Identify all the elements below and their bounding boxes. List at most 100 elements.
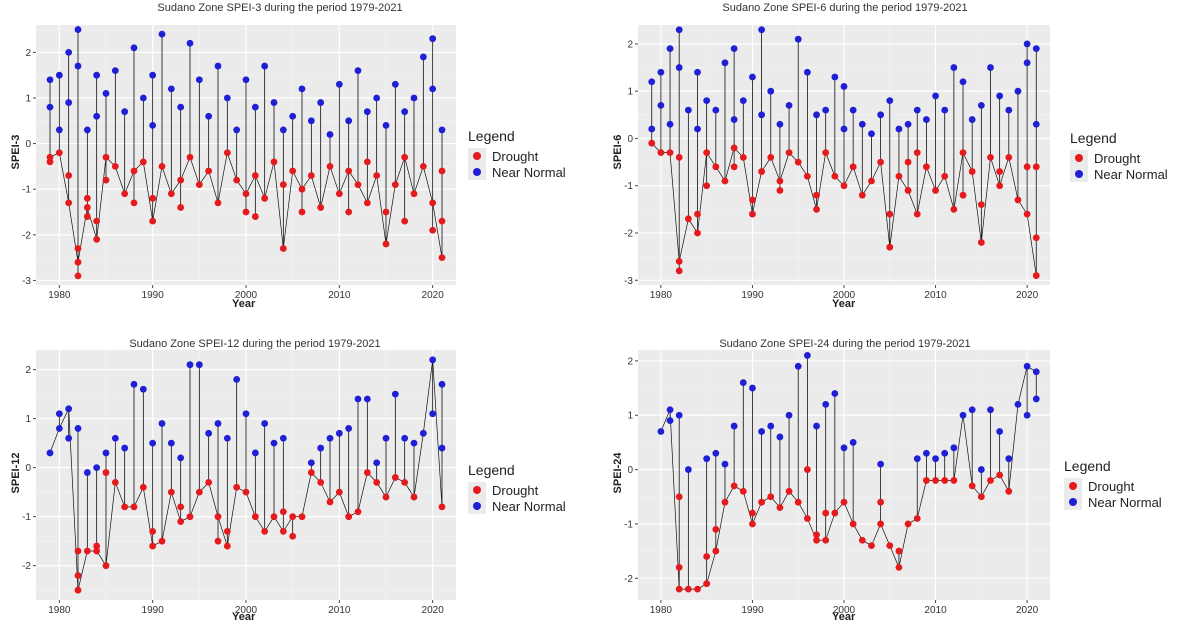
drought-point	[749, 509, 756, 517]
near-normal-point	[868, 130, 875, 138]
drought-point	[74, 586, 82, 594]
drought-point	[429, 199, 437, 207]
drought-point	[363, 469, 371, 476]
near-normal-point	[65, 99, 73, 106]
drought-point	[345, 513, 353, 521]
drought-point	[251, 172, 259, 179]
near-normal-point	[438, 126, 446, 134]
drought-point	[121, 190, 129, 198]
drought-point	[712, 525, 720, 533]
drought-point	[74, 258, 82, 266]
near-normal-point	[177, 103, 185, 111]
near-normal-point	[382, 121, 390, 129]
near-normal-point	[941, 106, 949, 114]
near-normal-point	[65, 405, 73, 413]
y-tick-label: -3	[22, 276, 31, 287]
near-normal-point	[913, 106, 921, 114]
legend: Legend Drought Near Normal	[1070, 130, 1168, 182]
plot-area: 1980 1990 2000 2010 2020 -2 -1 0 1 2	[22, 350, 456, 616]
drought-point	[298, 185, 306, 193]
near-normal-point	[270, 439, 278, 447]
drought-point	[270, 513, 278, 521]
drought-point	[382, 208, 390, 216]
drought-point	[987, 153, 994, 161]
near-normal-point	[776, 120, 784, 128]
legend-title: Legend	[468, 462, 515, 478]
legend-title: Legend	[468, 128, 515, 144]
drought-point	[694, 210, 701, 218]
drought-point	[74, 547, 82, 555]
near-normal-point	[1005, 106, 1013, 114]
drought-point	[307, 172, 315, 179]
chart-title: Sudano Zone SPEI-12 during the period 19…	[129, 338, 381, 350]
drought-point	[703, 553, 711, 560]
drought-point	[703, 580, 711, 588]
near-normal-point	[65, 48, 73, 56]
drought-point	[904, 187, 912, 194]
drought-point	[1014, 196, 1022, 204]
drought-point	[968, 482, 976, 490]
chart-panel-spei24: Sudano Zone SPEI-24 during the period 19…	[600, 312, 1200, 624]
drought-point	[977, 493, 985, 501]
drought-point	[261, 194, 269, 202]
chart-panel-spei12: Sudano Zone SPEI-12 during the period 19…	[0, 312, 600, 624]
drought-point	[242, 190, 250, 198]
legend-item-drought: Drought	[468, 482, 566, 498]
drought-point	[904, 520, 912, 528]
near-normal-point	[186, 39, 194, 47]
drought-point	[895, 172, 903, 180]
near-normal-point	[354, 395, 362, 403]
near-normal-point	[345, 425, 353, 432]
near-normal-point	[840, 444, 848, 452]
drought-point	[326, 163, 334, 170]
drought-point	[93, 547, 101, 555]
chart-title: Sudano Zone SPEI-24 during the period 19…	[719, 338, 971, 350]
drought-point	[242, 488, 250, 496]
drought-point	[354, 508, 362, 516]
drought-point	[1005, 153, 1013, 161]
near-normal-point	[158, 420, 166, 427]
near-normal-point	[959, 411, 967, 419]
drought-point	[923, 163, 930, 171]
drought-point	[270, 158, 278, 166]
drought-point	[849, 520, 857, 528]
drought-point	[703, 182, 711, 190]
near-normal-point	[261, 62, 269, 70]
y-tick-label: -2	[624, 229, 633, 240]
legend-item-near-normal: Near Normal	[468, 164, 566, 180]
drought-point	[877, 520, 885, 528]
drought-point	[813, 205, 820, 213]
near-normal-point	[429, 35, 437, 43]
x-tick-label: 2020	[1016, 290, 1039, 301]
near-normal-point	[270, 99, 278, 106]
near-normal-point	[102, 449, 110, 457]
near-normal-point	[46, 449, 54, 457]
near-normal-point	[251, 103, 259, 111]
legend-label: Near Normal	[492, 164, 566, 180]
near-normal-point	[749, 73, 756, 81]
y-tick-label: -1	[22, 512, 31, 523]
drought-point	[102, 562, 110, 570]
drought-point	[675, 257, 683, 265]
y-tick-label: 1	[25, 93, 31, 104]
near-normal-point	[317, 99, 325, 106]
drought-point	[675, 267, 683, 275]
legend-item-near-normal: Near Normal	[468, 498, 566, 514]
x-axis-label: Year	[232, 298, 256, 310]
y-tick-label: -1	[624, 181, 633, 192]
x-tick-label: 2000	[235, 605, 258, 616]
near-normal-point	[721, 59, 729, 67]
near-normal-point	[767, 422, 775, 430]
drought-point	[167, 190, 175, 198]
near-normal-point	[326, 434, 334, 442]
near-normal-point	[666, 406, 674, 414]
drought-point	[279, 527, 287, 535]
drought-point	[813, 191, 820, 199]
drought-point	[233, 176, 241, 184]
drought-point	[776, 187, 784, 194]
drought-point	[675, 153, 683, 161]
near-normal-point	[149, 121, 157, 129]
near-normal-point	[242, 410, 250, 418]
x-tick-label: 2010	[924, 290, 947, 301]
drought-point	[684, 585, 692, 593]
